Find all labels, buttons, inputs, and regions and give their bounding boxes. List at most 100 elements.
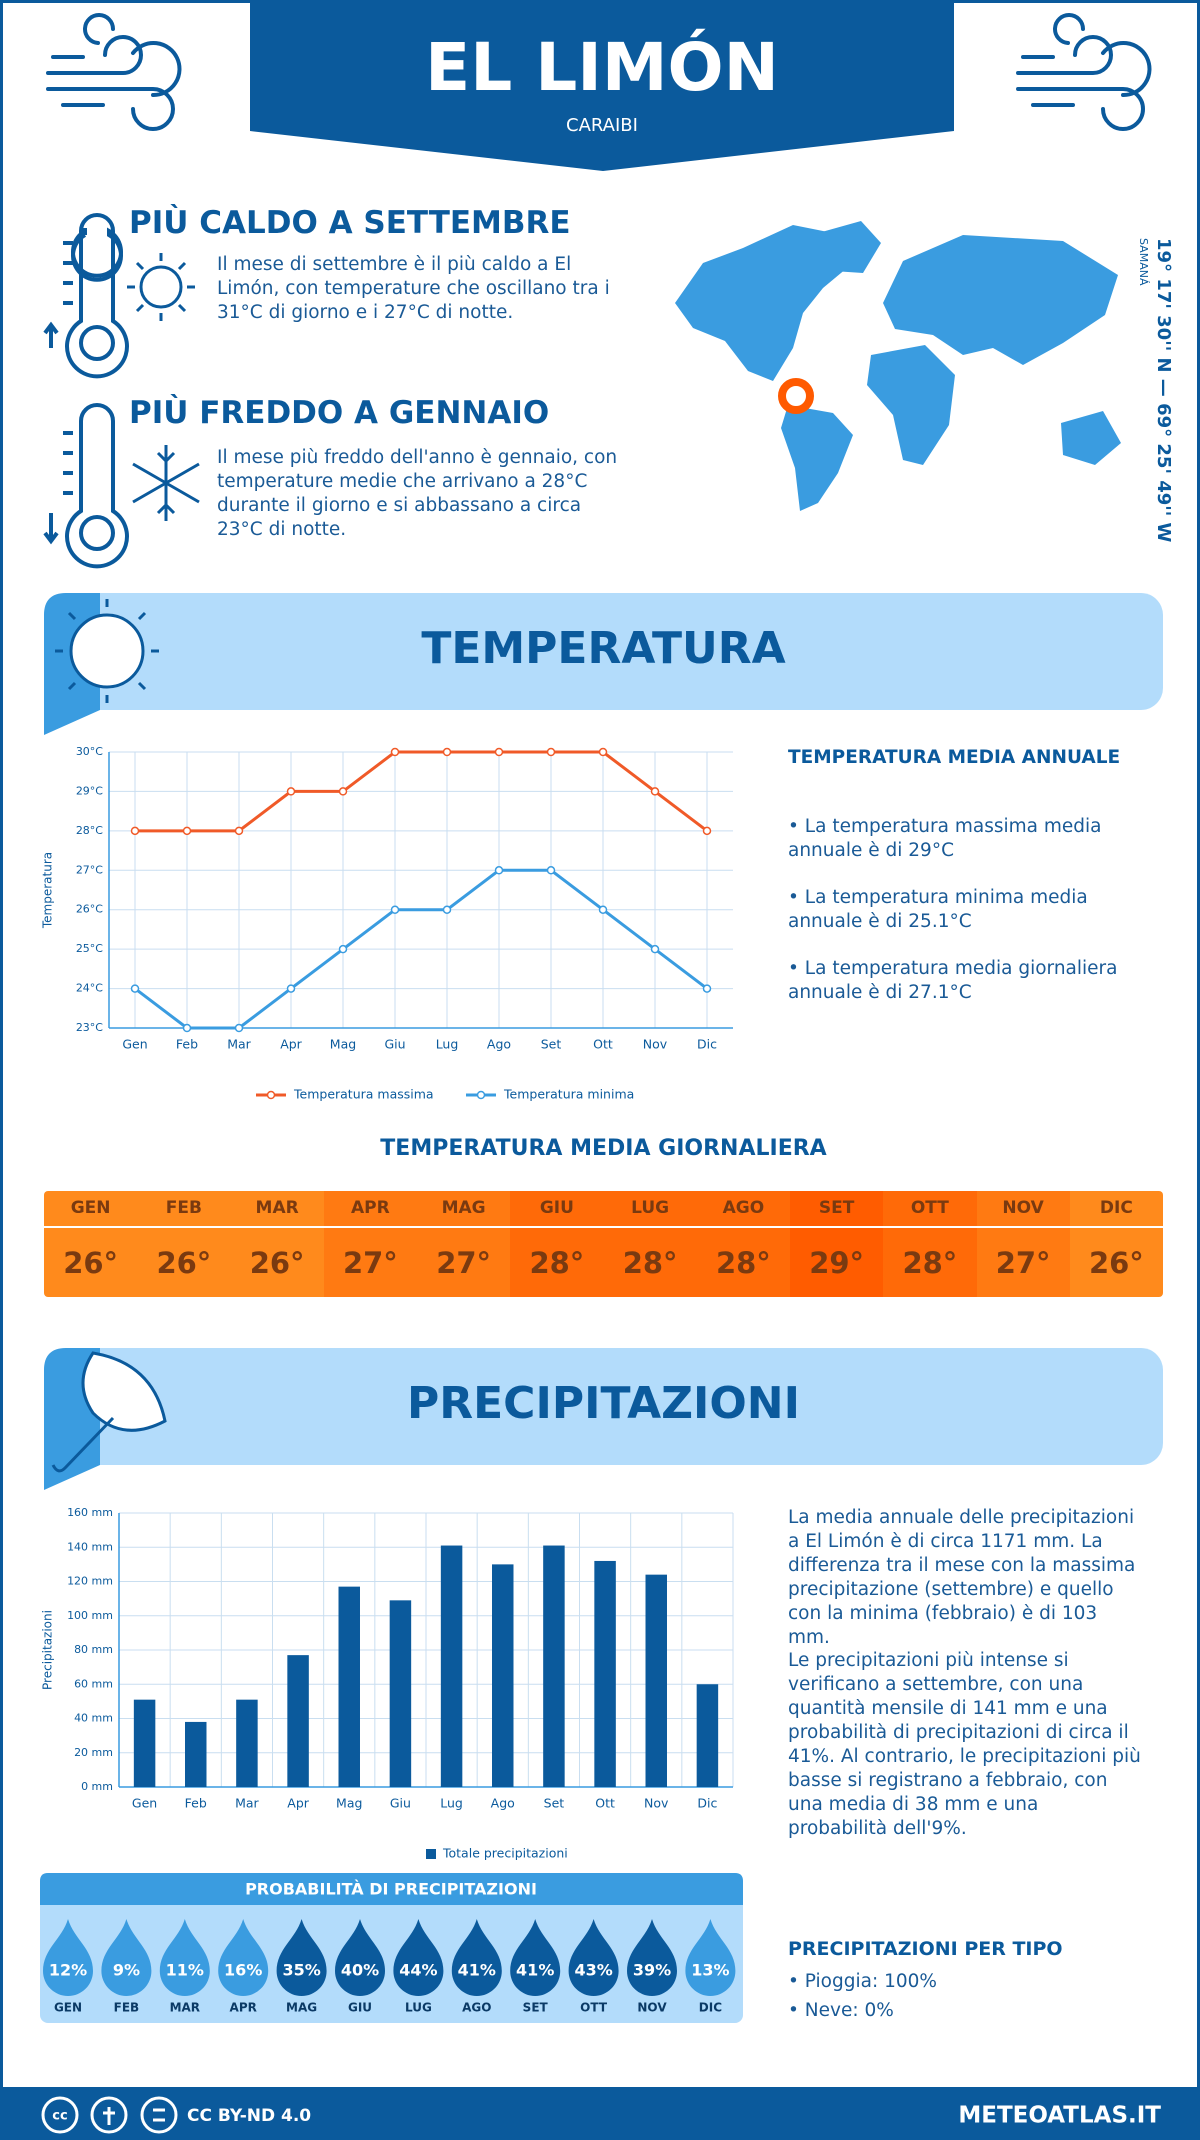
daily-table: GEN 26° FEB 26° MAR 26° APR 27° MAG 27° GIU 28° LUG 2… — [44, 1191, 1163, 1297]
bar — [338, 1586, 360, 1787]
x-tick-label: Ago — [487, 1037, 511, 1052]
y-tick-label: 27°C — [76, 863, 103, 876]
fact-title: PIÙ FREDDO A GENNAIO — [129, 395, 550, 431]
daily-value: 29° — [790, 1226, 884, 1297]
x-tick-label: Mag — [330, 1037, 356, 1052]
drop-value: 43% — [574, 1961, 612, 1980]
daily-value: 26° — [137, 1226, 231, 1297]
point — [130, 984, 140, 993]
y-tick-label: 100 mm — [67, 1609, 113, 1622]
point — [390, 747, 400, 757]
y-tick-label: 40 mm — [74, 1712, 113, 1725]
x-tick-label: Lug — [436, 1037, 459, 1052]
daily-cell: APR 27° — [323, 1191, 417, 1297]
annual-item: • La temperatura massima media annuale è… — [788, 816, 1102, 861]
temperature-banner — [44, 593, 1163, 710]
x-tick-label: Apr — [287, 1796, 309, 1811]
point — [338, 944, 348, 954]
license: CC BY-ND 4.0 — [187, 2106, 311, 2126]
drop — [159, 1919, 210, 1996]
point — [390, 905, 400, 914]
y-tick-label: 80 mm — [74, 1643, 113, 1656]
bar — [492, 1564, 514, 1787]
daily-month: OTT — [910, 1198, 949, 1218]
drop-month: GIU — [348, 2001, 372, 2015]
y-tick-label: 30°C — [76, 745, 103, 758]
daily-month: NOV — [1002, 1198, 1044, 1218]
x-tick-label: Gen — [122, 1037, 147, 1052]
annual-item: • La temperatura minima media annuale è … — [788, 887, 1088, 932]
daily-value: 28° — [883, 1226, 977, 1297]
drop-month: MAG — [286, 2001, 317, 2015]
x-tick-label: Ott — [593, 1037, 613, 1052]
daily-title: TEMPERATURA MEDIA GIORNALIERA — [380, 1136, 827, 1161]
annual-title: TEMPERATURA MEDIA ANNUALE — [788, 747, 1121, 768]
daily-month: DIC — [1099, 1198, 1133, 1218]
point — [286, 984, 296, 993]
precipitation-text: La media annuale delle precipitazioni a … — [788, 1507, 1136, 1648]
x-tick-label: Nov — [643, 1037, 668, 1052]
daily-cell: DIC 26° — [1069, 1191, 1163, 1297]
drop — [43, 1919, 93, 1996]
point — [442, 905, 452, 914]
x-tick-label: Dic — [697, 1037, 717, 1052]
daily-month: GEN — [70, 1198, 111, 1218]
probability-box — [40, 1873, 743, 2023]
drop-value: 13% — [691, 1961, 729, 1980]
y-axis-label: Temperatura — [41, 852, 55, 929]
drop-value: 44% — [399, 1961, 437, 1980]
bar — [133, 1699, 156, 1787]
daily-cell: MAR 26° — [230, 1191, 324, 1297]
legend-label: Totale precipitazioni — [442, 1846, 568, 1861]
drop-month: OTT — [580, 2001, 608, 2015]
fact-title: PIÙ CALDO A SETTEMBRE — [129, 205, 571, 241]
footer-band — [3, 2087, 1197, 2140]
legend-swatch — [266, 1090, 276, 1100]
location-marker — [778, 378, 814, 414]
legend-label: Temperatura massima — [293, 1087, 434, 1102]
x-tick-label: Dic — [697, 1796, 717, 1811]
x-tick-label: Ago — [491, 1796, 515, 1811]
daily-value: 26° — [230, 1226, 324, 1297]
y-tick-label: 160 mm — [67, 1506, 113, 1519]
legend-swatch — [426, 1849, 436, 1859]
bar — [185, 1721, 207, 1787]
probability-title: PROBABILITÀ DI PRECIPITAZIONI — [245, 1880, 537, 1899]
daily-value: 27° — [323, 1226, 417, 1297]
fact-text: Il mese di settembre è il più caldo a El… — [217, 254, 610, 323]
drop-value: 35% — [282, 1961, 320, 1980]
legend-label: Temperatura minima — [503, 1087, 634, 1102]
site: METEOATLAS.IT — [958, 2103, 1161, 2129]
drop — [393, 1919, 444, 1996]
drop-month: GEN — [54, 2001, 82, 2015]
x-tick-label: Giu — [384, 1037, 405, 1052]
title: EL LIMÓN — [425, 29, 779, 106]
x-tick-label: Feb — [176, 1037, 198, 1052]
section-title: PRECIPITAZIONI — [407, 1378, 800, 1429]
bar — [389, 1600, 412, 1787]
drop-value: 40% — [341, 1961, 379, 1980]
series-line — [134, 868, 708, 1030]
daily-cell: GIU 28° — [510, 1191, 604, 1297]
y-tick-label: 28°C — [76, 824, 103, 837]
x-tick-label: Set — [544, 1796, 565, 1811]
y-tick-label: 20 mm — [74, 1746, 113, 1759]
daily-cell: OTT 28° — [883, 1191, 977, 1297]
drop-month: DIC — [699, 2001, 722, 2015]
daily-cell: NOV 27° — [976, 1191, 1070, 1297]
art: PROBABILITÀ DI PRECIPITAZIONI cc CC BY-N… — [3, 3, 1197, 2140]
daily-month: FEB — [165, 1198, 202, 1218]
x-tick-label: Mar — [227, 1037, 251, 1052]
bar — [594, 1560, 616, 1787]
daily-cell: LUG 28° — [603, 1191, 697, 1297]
point — [130, 826, 140, 836]
daily-month: MAG — [441, 1198, 486, 1218]
point — [234, 1023, 244, 1033]
y-tick-label: 120 mm — [67, 1575, 113, 1588]
series-line — [135, 750, 708, 833]
y-tick-label: 60 mm — [74, 1677, 113, 1690]
thermometer-icon — [43, 213, 129, 569]
annual-item: • La temperatura media giornaliera annua… — [788, 958, 1118, 1003]
daily-month: AGO — [722, 1198, 765, 1218]
drop-month: AGO — [462, 2001, 491, 2015]
